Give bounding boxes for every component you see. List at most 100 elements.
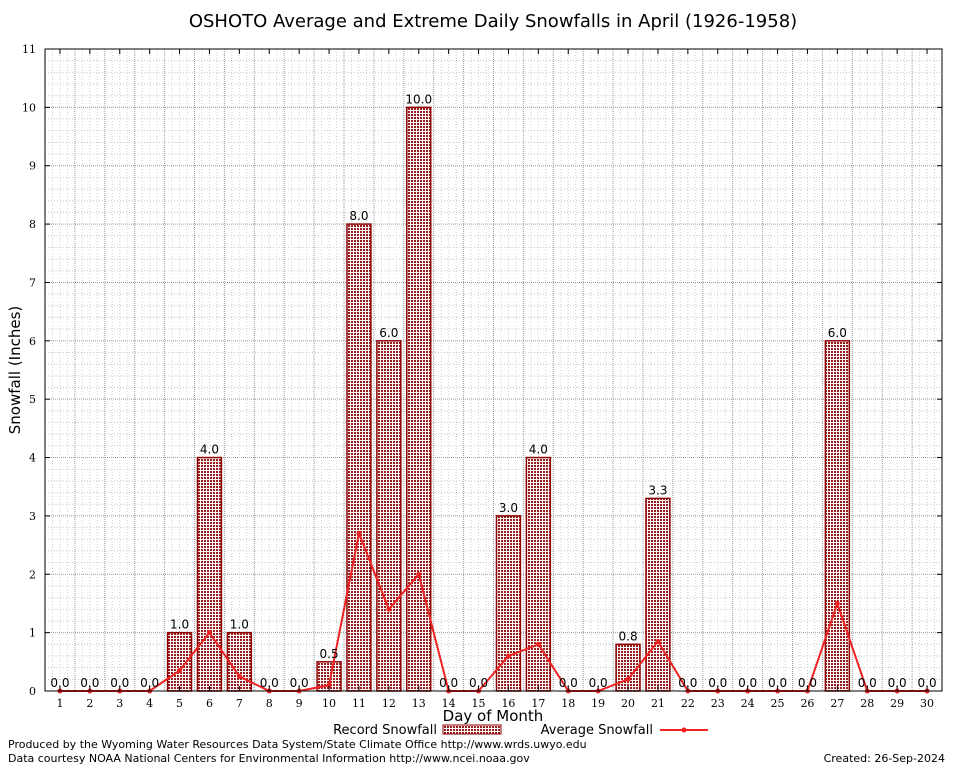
y-tick-label: 3	[29, 510, 36, 523]
x-tick-label: 21	[651, 697, 665, 710]
x-tick-label: 24	[741, 697, 755, 710]
bar-value-label: 4.0	[529, 443, 548, 457]
bar-value-label: 0.0	[439, 676, 458, 690]
bar-value-label: 0.0	[140, 676, 159, 690]
x-tick-label: 30	[920, 697, 934, 710]
bar-value-label: 3.3	[648, 483, 667, 497]
y-tick-label: 8	[29, 218, 36, 231]
bar-value-label: 0.0	[290, 676, 309, 690]
average-point	[236, 673, 242, 679]
bar-value-label: 0.0	[469, 676, 488, 690]
bar-value-label: 0.0	[589, 676, 608, 690]
bar-value-label: 0.0	[110, 676, 129, 690]
y-tick-label: 1	[29, 627, 36, 640]
chart-title: OSHOTO Average and Extreme Daily Snowfal…	[189, 11, 797, 32]
average-point	[177, 668, 183, 674]
plot-frame	[44, 48, 943, 692]
footer-courtesy: Data courtesy NOAA National Centers for …	[8, 752, 530, 765]
bars	[166, 106, 851, 692]
average-point	[505, 653, 511, 659]
x-tick-label: 10	[322, 697, 336, 710]
bar-value-label: 10.0	[405, 92, 432, 106]
average-point	[535, 641, 541, 647]
x-tick-label: 6	[206, 697, 213, 710]
y-tick-label: 2	[29, 568, 36, 581]
x-tick-label: 27	[830, 697, 844, 710]
record-bar	[376, 340, 402, 692]
y-tick-label: 10	[22, 101, 36, 114]
bar-value-label: 0.0	[858, 676, 877, 690]
x-tick-label: 9	[296, 697, 303, 710]
grid	[44, 48, 943, 692]
x-tick-label: 17	[531, 697, 545, 710]
x-tick-label: 12	[382, 697, 396, 710]
bar-value-label: 0.0	[918, 676, 937, 690]
bar-value-label: 0.0	[260, 676, 279, 690]
footer-created: Created: 26-Sep-2024	[824, 752, 945, 765]
bar-value-label: 0.0	[738, 676, 757, 690]
x-tick-label: 25	[771, 697, 785, 710]
x-tick-label: 20	[621, 697, 635, 710]
record-bar	[645, 497, 671, 692]
record-bar	[824, 340, 851, 692]
bar-value-label: 0.8	[619, 629, 638, 643]
bar-value-label: 0.0	[768, 676, 787, 690]
bar-value-label: 4.0	[200, 443, 219, 457]
average-point	[625, 676, 631, 682]
data-labels: 0.0 0.0 0.0 0.0 1.0 4.0 1.0 0.0 0.0 0.5 8.0 6.0 10.0…	[50, 92, 936, 690]
y-tick-label: 5	[29, 393, 36, 406]
average-point	[416, 571, 422, 577]
x-tick-label: 26	[800, 697, 814, 710]
x-tick-label: 2	[86, 697, 93, 710]
bar-value-label: 6.0	[379, 326, 398, 340]
record-bar	[196, 456, 223, 692]
legend: Record Snowfall Average Snowfall	[333, 723, 708, 738]
bar-value-label: 0.5	[320, 647, 339, 661]
record-bar	[346, 223, 372, 692]
x-tick-label: 28	[860, 697, 874, 710]
average-point	[326, 682, 332, 688]
legend-average-marker	[681, 727, 687, 733]
x-tick-label: 13	[412, 697, 426, 710]
x-tick-label: 29	[890, 697, 904, 710]
y-tick-label: 4	[29, 452, 36, 465]
bar-value-label: 1.0	[230, 618, 249, 632]
x-tick-label: 16	[501, 697, 515, 710]
bar-value-label: 0.0	[798, 676, 817, 690]
legend-record-swatch	[442, 724, 502, 735]
bar-value-label: 0.0	[678, 676, 697, 690]
x-tick-label: 1	[56, 697, 63, 710]
record-bar	[166, 631, 193, 692]
legend-record-label: Record Snowfall	[333, 723, 437, 738]
x-tick-label: 5	[176, 697, 183, 710]
x-tick-label: 22	[681, 697, 695, 710]
bar-value-label: 8.0	[349, 209, 368, 223]
bar-value-label: 0.0	[80, 676, 99, 690]
bar-value-label: 0.0	[708, 676, 727, 690]
y-tick-label: 6	[29, 335, 36, 348]
average-point	[386, 606, 392, 612]
y-axis-label: Snowfall (Inches)	[6, 306, 24, 434]
average-point	[206, 630, 212, 636]
bar-value-label: 0.0	[50, 676, 69, 690]
bar-value-label: 6.0	[828, 326, 847, 340]
average-point	[834, 600, 840, 606]
x-tick-label: 11	[352, 697, 366, 710]
record-bar	[226, 631, 253, 692]
average-point	[655, 638, 661, 644]
bar-value-label: 1.0	[170, 618, 189, 632]
y-tick-label: 7	[29, 276, 36, 289]
y-tick-label: 0	[29, 685, 36, 698]
x-axis-label: Day of Month	[443, 707, 544, 725]
x-tick-label: 19	[591, 697, 605, 710]
x-tick-label: 23	[711, 697, 725, 710]
x-tick-label: 4	[146, 697, 153, 710]
bar-value-label: 0.0	[888, 676, 907, 690]
x-tick-label: 3	[116, 697, 123, 710]
x-tick-label: 15	[472, 697, 486, 710]
y-tick-label: 11	[22, 43, 36, 56]
x-tick-label: 7	[236, 697, 243, 710]
footer-produced-by: Produced by the Wyoming Water Resources …	[8, 738, 587, 751]
